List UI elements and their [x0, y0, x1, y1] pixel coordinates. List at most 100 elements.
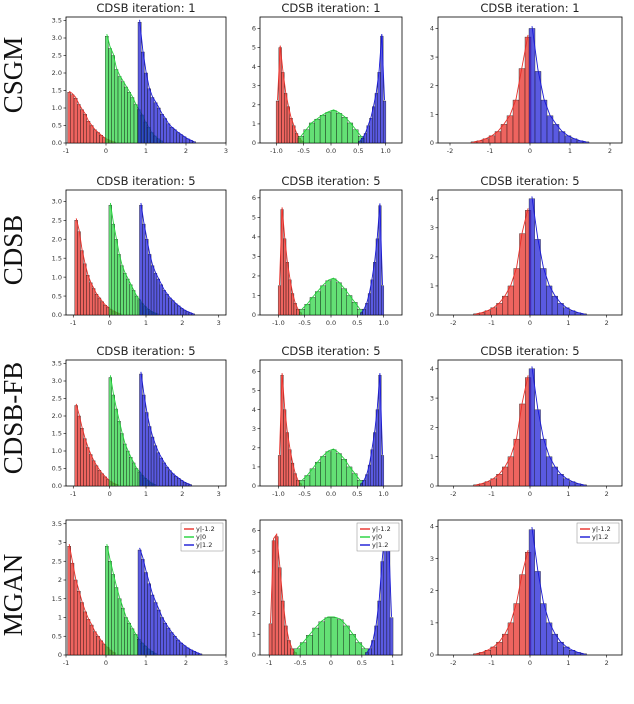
histogram-bar-y|-1.2 — [89, 624, 94, 656]
histogram-bar-y|0 — [347, 122, 354, 144]
density-curve-y|1.2 — [140, 371, 191, 486]
density-curve-y|-1.2 — [277, 45, 303, 142]
x-tick-label: 2 — [605, 659, 609, 667]
histogram-bar-y|1.2 — [156, 278, 160, 316]
chart-panel-r0c2: CDSB iteration: 1 -2 -1 0 1 2 0 1 2 3 4 — [430, 1, 623, 155]
histogram-bar-y|1.2 — [153, 273, 158, 316]
histogram-bar-y|1.2 — [165, 466, 169, 487]
histogram-bar-y|1.2 — [358, 140, 362, 144]
histogram-bar-y|1.2 — [153, 445, 158, 487]
y-tick-label: 1.0 — [52, 273, 62, 281]
histogram-bar-y|-1.2 — [80, 602, 84, 656]
histogram-bar-y|1.2 — [157, 609, 161, 656]
histogram-bar-y|0 — [126, 278, 130, 316]
x-tick-label: 3 — [224, 147, 228, 155]
density-curve-y|1.2 — [361, 373, 383, 484]
histogram-bar-y|1.2 — [165, 293, 169, 316]
histogram-bar-y|0 — [123, 443, 127, 487]
panel-title: CDSB iteration: 1 — [281, 1, 380, 15]
histogram-bar-y|-1.2 — [284, 93, 288, 144]
histogram-bar-y|-1.2 — [86, 447, 90, 487]
histogram-bar-y|1.2 — [148, 426, 152, 487]
histogram-bar-y|-1.2 — [93, 129, 97, 144]
density-curve-y|1.2 — [531, 26, 587, 143]
panel-title: CDSB iteration: 5 — [480, 174, 579, 188]
y-tick-label: 4 — [252, 568, 256, 576]
y-tick-label: 1 — [430, 282, 434, 290]
histogram-bar-y|0 — [132, 462, 136, 487]
density-curve-y|0 — [301, 448, 361, 481]
histogram-bar-y|1.2 — [139, 204, 143, 316]
density-curve-y|1.2 — [531, 196, 584, 315]
density-curve-y|1.2 — [531, 527, 584, 655]
chart-panel-r0c0: CDSB iteration: 1 -1 0 1 2 3 0.0 0.5 1.0 1.5 2.0 2.… — [52, 1, 228, 155]
histogram-bar-y|0 — [111, 394, 115, 487]
y-tick-label: 5 — [252, 214, 256, 222]
histogram-bar-y|-1.2 — [268, 623, 273, 656]
histogram-bar-y|-1.2 — [77, 231, 81, 316]
x-tick-label: 0 — [104, 659, 108, 667]
y-tick-label: 2 — [58, 576, 62, 584]
y-tick-label: 1 — [252, 630, 256, 638]
y-tick-label: 3 — [430, 555, 434, 563]
histogram-bar-y|0 — [346, 466, 353, 487]
y-tick-label: 1.5 — [52, 595, 62, 603]
x-tick-label: -1.0 — [270, 147, 283, 155]
y-tick-label: 1 — [252, 463, 256, 471]
histogram-bar-y|-1.2 — [513, 603, 520, 656]
histogram-bar-y|1.2 — [374, 93, 378, 144]
histogram-bar-y|-1.2 — [103, 304, 107, 316]
histogram-bar-y|-1.2 — [92, 460, 96, 487]
histogram-bar-y|0 — [108, 48, 112, 144]
histogram-bar-y|0 — [299, 308, 305, 316]
histogram-bar-y|0 — [129, 284, 133, 316]
histogram-bar-y|-1.2 — [83, 114, 87, 144]
y-tick-label: 2 — [252, 101, 256, 109]
histogram-bar-y|-1.2 — [277, 285, 281, 316]
histogram-bar-y|1.2 — [169, 632, 174, 656]
histogram-bar-y|1.2 — [145, 239, 149, 316]
histogram-bar-y|0 — [357, 480, 363, 487]
histogram-bar-y|1.2 — [540, 268, 547, 316]
histogram-bar-y|0 — [114, 69, 119, 144]
y-tick-label: 3 — [430, 394, 434, 402]
y-tick-label: 6 — [252, 368, 256, 376]
histogram-bar-y|0 — [330, 110, 337, 144]
x-tick-label: 1.0 — [378, 319, 388, 327]
histogram-bar-y|-1.2 — [100, 301, 104, 316]
y-tick-label: 3 — [252, 425, 256, 433]
histogram-bar-y|1.2 — [141, 559, 145, 656]
chart-panel-r1c1: CDSB iteration: 5 -1.0 -0.5 0.0 0.5 1.0 0 1 2 3 4 5… — [252, 174, 403, 327]
density-curve-y|-1.2 — [279, 373, 301, 484]
histogram-bar-y|1.2 — [160, 617, 164, 656]
histogram-bar-y|1.2 — [191, 313, 195, 316]
y-tick-label: 3.0 — [52, 34, 62, 42]
histogram-bar-y|-1.2 — [86, 275, 90, 316]
x-tick-label: -1 — [63, 147, 69, 155]
histogram-bar-y|-1.2 — [74, 405, 78, 487]
histogram-bar-y|1.2 — [582, 141, 590, 144]
histogram-bar-y|-1.2 — [94, 293, 99, 316]
histogram-bar-y|-1.2 — [80, 428, 84, 487]
y-tick-label: 4 — [430, 195, 434, 203]
histogram-bar-y|1.2 — [168, 470, 172, 487]
histogram-bar-y|0 — [127, 622, 131, 656]
histogram-bar-y|1.2 — [160, 114, 164, 144]
histogram-bar-y|-1.2 — [89, 125, 94, 144]
histogram-bar-y|1.2 — [546, 115, 554, 144]
histogram-bar-y|-1.2 — [470, 141, 478, 144]
density-curve-y|0 — [301, 277, 361, 310]
y-tick-label: 1 — [430, 111, 434, 119]
histogram-bar-y|0 — [105, 36, 109, 144]
histogram-bar-y|0 — [330, 617, 338, 656]
histogram-bar-y|0 — [111, 55, 115, 144]
legend-label: y|0 — [196, 533, 206, 541]
histogram-bar-y|0 — [319, 115, 326, 144]
x-tick-label: -0.5 — [294, 659, 307, 667]
x-tick-label: -2 — [450, 659, 456, 667]
x-tick-label: 0 — [329, 659, 333, 667]
histogram-bar-y|0 — [330, 449, 337, 487]
histogram-bar-y|0 — [320, 285, 326, 316]
histogram-bar-y|1.2 — [157, 107, 161, 144]
